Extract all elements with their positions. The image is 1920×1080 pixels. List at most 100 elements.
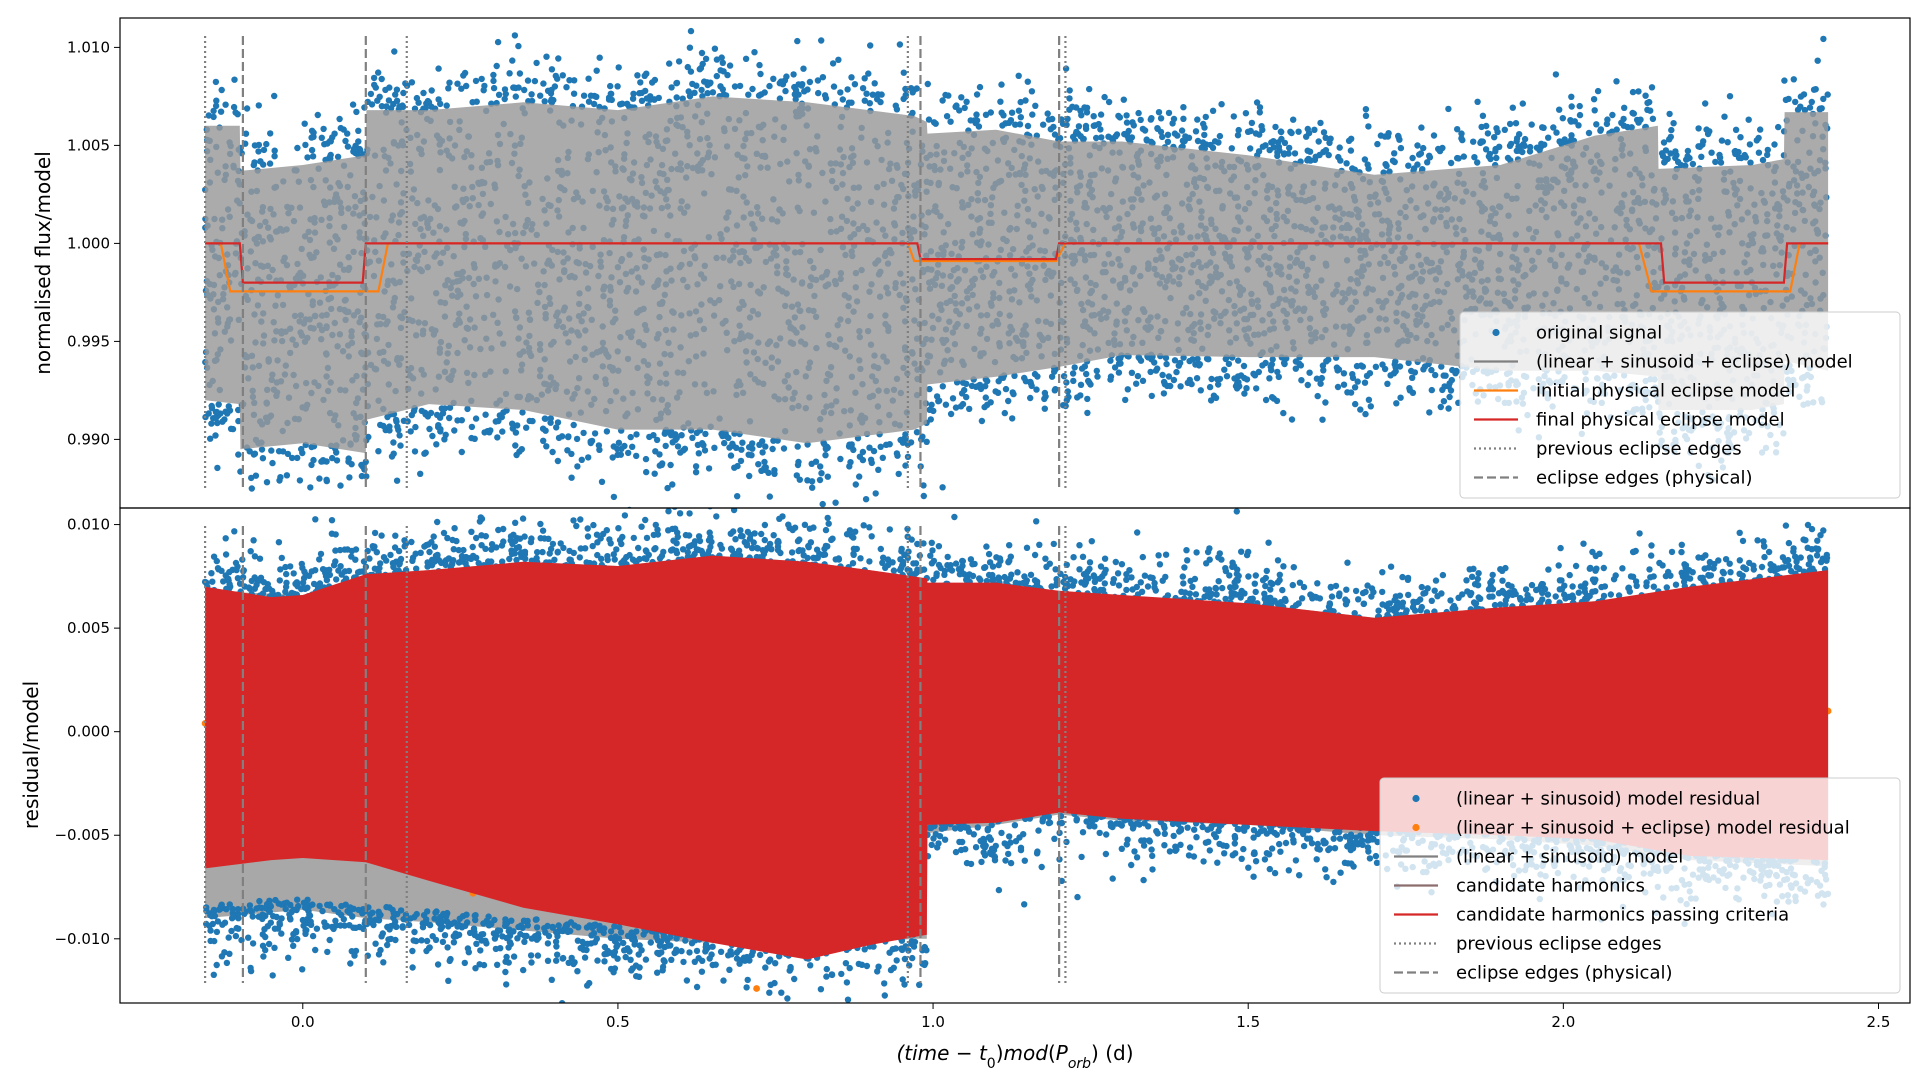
original-signal-point bbox=[386, 423, 393, 430]
original-signal-point bbox=[1306, 369, 1313, 376]
original-signal-point bbox=[348, 461, 355, 468]
original-signal-point bbox=[1123, 112, 1130, 119]
original-signal-point bbox=[574, 463, 581, 470]
original-signal-point bbox=[591, 430, 599, 437]
original-signal-point bbox=[331, 130, 338, 137]
original-signal-point bbox=[353, 108, 360, 116]
original-signal-point bbox=[1637, 116, 1644, 123]
original-signal-point bbox=[738, 446, 745, 453]
original-signal-point bbox=[793, 472, 800, 479]
original-signal-point bbox=[1194, 116, 1201, 123]
original-signal-point bbox=[987, 109, 994, 116]
original-signal-point bbox=[679, 95, 686, 102]
original-signal-point bbox=[614, 445, 621, 453]
original-signal-point bbox=[235, 417, 242, 425]
original-signal-point bbox=[1454, 154, 1461, 162]
original-signal-point bbox=[839, 96, 846, 103]
original-signal-point bbox=[554, 75, 561, 82]
original-signal-point bbox=[1703, 126, 1710, 133]
original-signal-point bbox=[481, 429, 488, 436]
original-signal-point bbox=[1051, 131, 1059, 138]
original-signal-point bbox=[1405, 162, 1412, 169]
original-signal-point bbox=[610, 493, 618, 501]
original-signal-point bbox=[942, 401, 950, 408]
original-signal-point bbox=[1506, 120, 1514, 128]
original-signal-point bbox=[1386, 168, 1393, 175]
original-signal-point bbox=[713, 72, 720, 80]
original-signal-point bbox=[1196, 361, 1204, 368]
original-signal-point bbox=[1781, 77, 1788, 84]
original-signal-point bbox=[1111, 364, 1119, 371]
original-signal-point bbox=[446, 414, 453, 422]
original-signal-point bbox=[524, 77, 532, 84]
original-signal-point bbox=[1028, 88, 1036, 95]
original-signal-point bbox=[711, 444, 718, 451]
original-signal-point bbox=[1414, 142, 1421, 149]
original-signal-point bbox=[992, 388, 999, 395]
original-signal-point bbox=[1252, 130, 1260, 137]
original-signal-point bbox=[658, 461, 665, 468]
original-signal-point bbox=[1668, 126, 1675, 134]
original-signal-point bbox=[709, 89, 717, 96]
original-signal-point bbox=[909, 109, 916, 117]
original-signal-point bbox=[861, 75, 868, 82]
original-signal-point bbox=[1717, 159, 1725, 166]
original-signal-point bbox=[1753, 137, 1761, 144]
original-signal-point bbox=[1298, 377, 1305, 384]
original-signal-point bbox=[900, 69, 907, 76]
original-signal-point bbox=[656, 451, 663, 458]
original-signal-point bbox=[1157, 128, 1165, 136]
original-signal-point bbox=[664, 484, 671, 492]
original-signal-point bbox=[1171, 357, 1179, 364]
original-signal-point bbox=[345, 455, 352, 462]
original-signal-point bbox=[655, 94, 662, 102]
original-signal-point bbox=[776, 80, 783, 87]
original-signal-point bbox=[1081, 104, 1088, 111]
original-signal-point bbox=[1208, 375, 1215, 383]
original-signal-point bbox=[260, 146, 268, 154]
original-signal-point bbox=[982, 394, 989, 401]
original-signal-point bbox=[830, 83, 838, 90]
original-signal-point bbox=[1201, 131, 1208, 139]
original-signal-point bbox=[585, 75, 592, 82]
original-signal-point bbox=[737, 457, 745, 465]
original-signal-point bbox=[554, 457, 562, 465]
original-signal-point bbox=[563, 84, 570, 91]
original-signal-point bbox=[396, 103, 403, 110]
original-signal-point bbox=[1107, 357, 1114, 364]
original-signal-point bbox=[666, 60, 673, 67]
original-signal-point bbox=[1137, 116, 1144, 124]
original-signal-point bbox=[1666, 110, 1673, 118]
original-signal-point bbox=[210, 113, 217, 121]
original-signal-point bbox=[792, 96, 799, 103]
original-signal-point bbox=[573, 435, 581, 443]
original-signal-point bbox=[1405, 359, 1412, 367]
original-signal-point bbox=[794, 37, 801, 45]
original-signal-point bbox=[454, 80, 461, 87]
original-signal-point bbox=[1801, 106, 1809, 114]
original-signal-point bbox=[892, 102, 899, 109]
original-signal-point bbox=[642, 455, 650, 463]
original-signal-point bbox=[1482, 146, 1490, 153]
original-signal-point bbox=[1593, 121, 1600, 128]
original-signal-point bbox=[1016, 121, 1024, 128]
original-signal-point bbox=[1322, 399, 1329, 406]
original-signal-point bbox=[418, 407, 425, 415]
original-signal-point bbox=[614, 451, 621, 459]
original-signal-point bbox=[981, 403, 988, 411]
original-signal-point bbox=[1810, 86, 1818, 93]
original-signal-point bbox=[1344, 389, 1351, 396]
original-signal-point bbox=[1314, 392, 1321, 400]
original-signal-point bbox=[1170, 115, 1178, 123]
original-signal-point bbox=[724, 71, 731, 79]
original-signal-point bbox=[370, 74, 378, 82]
original-signal-point bbox=[1281, 150, 1288, 157]
original-signal-point bbox=[496, 412, 503, 419]
original-signal-point bbox=[1366, 370, 1374, 377]
original-signal-point bbox=[1225, 360, 1233, 368]
original-signal-point bbox=[482, 411, 489, 418]
original-signal-point bbox=[1177, 383, 1184, 390]
original-signal-point bbox=[1122, 396, 1129, 404]
original-signal-point bbox=[713, 56, 721, 63]
original-signal-point bbox=[1256, 104, 1264, 111]
